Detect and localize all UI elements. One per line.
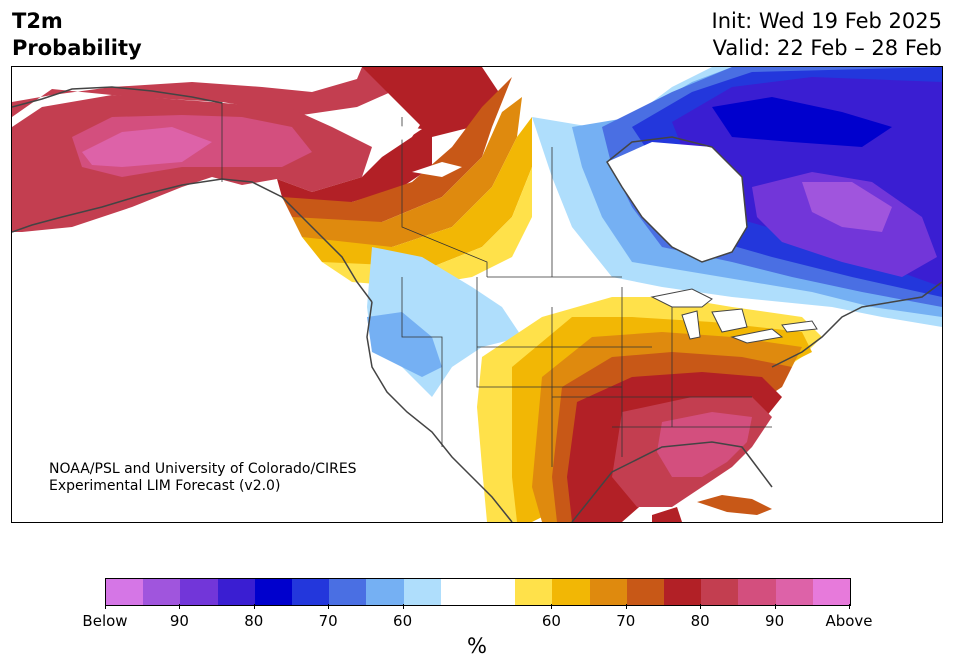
colorbar-tick-mark: [551, 604, 553, 609]
colorbar-tick-mark: [625, 604, 627, 609]
map-title: T2m Probability: [12, 8, 142, 62]
colorbar-tick-label: 60: [393, 612, 413, 630]
colorbar: [105, 578, 851, 606]
colorbar-segment: [812, 579, 851, 605]
region-alaska-above-95: [82, 127, 212, 167]
colorbar-segment: [775, 579, 813, 605]
credit-line-1: NOAA/PSL and University of Colorado/CIRE…: [49, 461, 357, 477]
region-orange-band: [282, 77, 512, 227]
colorbar-segment: [552, 579, 590, 605]
credit-text: NOAA/PSL and University of Colorado/CIRE…: [49, 461, 357, 495]
colorbar-tick-mark: [849, 604, 850, 609]
colorbar-tick-mark: [328, 604, 330, 609]
region-west-below-65: [367, 312, 442, 377]
region-hudson-bay-white: [607, 142, 747, 262]
region-gold-band: [302, 117, 532, 272]
colorbar-segment: [217, 579, 255, 605]
title-line-1: T2m: [12, 9, 63, 33]
region-quebec-below-90: [802, 182, 892, 232]
coastlines: [12, 86, 942, 522]
init-date: Init: Wed 19 Feb 2025: [711, 9, 942, 33]
colorbar-segment: [106, 579, 144, 605]
region-yellow-band: [322, 167, 532, 287]
colorbar-unit: %: [467, 634, 487, 658]
colorbar-tick-label: 80: [244, 612, 264, 630]
colorbar-segment: [440, 579, 479, 605]
colorbar-segment: [366, 579, 404, 605]
state-province-borders: [221, 102, 772, 467]
colorbar-segment: [626, 579, 665, 605]
forecast-dates: Init: Wed 19 Feb 2025 Valid: 22 Feb – 28…: [712, 8, 942, 62]
great-lakes: [650, 288, 818, 344]
colorbar-segment: [738, 579, 776, 605]
colorbar-tick-label: 90: [765, 612, 785, 630]
colorbar-tick-mark: [179, 604, 181, 609]
region-alaska-above-80: [12, 67, 412, 117]
region-cuba-above-75: [697, 495, 772, 515]
colorbar-segment: [180, 579, 218, 605]
colorbar-tick-mark: [253, 604, 255, 609]
colorbar-segment: [403, 579, 441, 605]
probability-map: [11, 66, 943, 523]
colorbar-segment: [292, 579, 330, 605]
title-line-2: Probability: [12, 36, 142, 60]
region-amber-band: [292, 97, 522, 247]
colorbar-tick-label: Above: [825, 612, 873, 630]
colorbar-segment: [329, 579, 367, 605]
colorbar-tick-label: 90: [169, 612, 189, 630]
colorbar-tick-mark: [774, 604, 776, 609]
colorbar-segment: [143, 579, 181, 605]
colorbar-tick-label: 70: [616, 612, 636, 630]
region-arctic-below-80: [712, 97, 892, 147]
colorbar-tick-label: 80: [690, 612, 710, 630]
colorbar-tick-mark: [105, 604, 106, 609]
white-patch-great-bear: [357, 125, 422, 142]
colorbar-tick-label: 70: [318, 612, 338, 630]
colorbar-segment: [664, 579, 702, 605]
white-patch-great-slave: [412, 162, 462, 177]
colorbar-tick-label: 60: [541, 612, 561, 630]
colorbar-segment: [589, 579, 627, 605]
region-mexico-above-80: [652, 507, 682, 522]
region-southeast-above-90: [657, 412, 752, 477]
credit-line-2: Experimental LIM Forecast (v2.0): [49, 478, 281, 494]
colorbar-tick-label: Below: [82, 612, 128, 630]
region-yukon-above-80: [277, 107, 432, 207]
map-svg: [12, 67, 942, 522]
colorbar-segment: [515, 579, 553, 605]
colorbar-tick-mark: [700, 604, 702, 609]
colorbar-tick-mark: [402, 604, 404, 609]
colorbar-segment: [701, 579, 739, 605]
region-arctic-above-80: [362, 67, 502, 137]
colorbar-segment: [478, 579, 516, 605]
colorbar-segment: [254, 579, 293, 605]
valid-date-range: Valid: 22 Feb – 28 Feb: [712, 36, 942, 60]
